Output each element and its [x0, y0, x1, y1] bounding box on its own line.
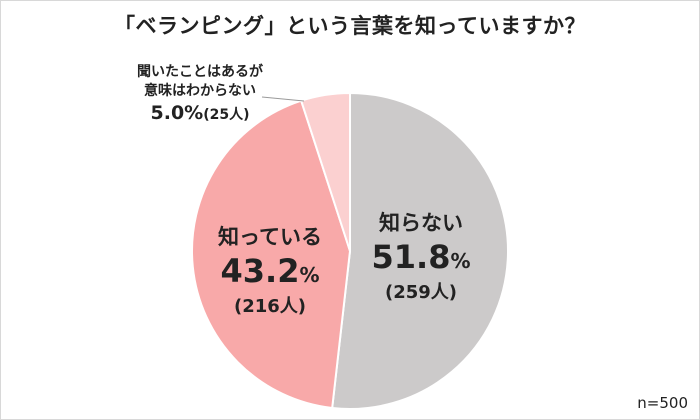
leader-line	[261, 96, 305, 102]
slice-label-heard-line2: 意味はわからない	[144, 82, 256, 99]
slice-percent-known-value: 43.2	[221, 252, 300, 290]
slice-label-unknown: 知らない	[379, 211, 463, 235]
slice-count-unknown: (259人)	[385, 282, 457, 303]
slice-label-known: 知っている	[218, 225, 322, 249]
slice-count-heard: (25人)	[203, 106, 249, 123]
slice-known	[190, 99, 352, 410]
slice-percent-heard: 5.0%(25人)	[151, 102, 250, 124]
slice-percent-known-unit: %	[299, 263, 319, 287]
slice-percent-unknown-unit: %	[450, 249, 470, 273]
chart-title: 「ベランピング」という言葉を知っていますか？	[114, 14, 586, 38]
slice-unknown	[331, 91, 510, 410]
slice-percent-unknown: 51.8%	[372, 238, 471, 276]
slice-label-heard-line1: 聞いたことはあるが	[137, 63, 264, 80]
slice-percent-known: 43.2%	[221, 252, 320, 290]
slice-percent-heard-value: 5.0%	[151, 102, 204, 124]
sample-size-label: n=500	[637, 394, 688, 412]
slice-percent-unknown-value: 51.8	[372, 238, 451, 276]
slice-count-known: (216人)	[234, 296, 306, 317]
